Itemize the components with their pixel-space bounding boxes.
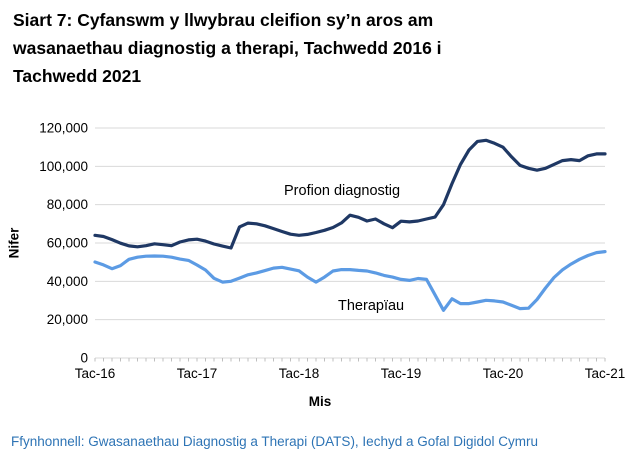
chart-title-line-3: Tachwedd 2021 — [13, 66, 142, 86]
x-tick-label: Tac-17 — [177, 366, 218, 381]
x-tick-label: Tac-18 — [279, 366, 320, 381]
y-tick-label: 120,000 — [39, 121, 88, 136]
x-tick-label: Tac-19 — [381, 366, 422, 381]
series-label-profion-diagnostig: Profion diagnostig — [284, 183, 401, 199]
series-line-1 — [93, 250, 607, 312]
x-tick-label: Tac-16 — [75, 366, 116, 381]
source-note: Ffynhonnell: Gwasanaethau Diagnostig a T… — [11, 434, 539, 449]
x-tick-label: Tac-20 — [483, 366, 524, 381]
chart-title-line-2: wasanaethau diagnostig a therapi, Tachwe… — [13, 38, 442, 58]
chart-title: Siart 7: Cyfanswm y llwybrau cleifion sy… — [13, 6, 442, 90]
series-label-therapiau: Therapïau — [338, 298, 405, 314]
x-axis-title: Mis — [308, 394, 332, 409]
y-tick-label: 40,000 — [47, 274, 88, 289]
series-line-0 — [93, 138, 607, 250]
y-tick-label: 60,000 — [47, 236, 88, 251]
y-tick-label: 80,000 — [47, 197, 88, 212]
chart-title-line-1: Siart 7: Cyfanswm y llwybrau cleifion sy… — [13, 10, 434, 30]
y-axis-title: Nifer — [6, 227, 22, 259]
y-tick-label: 0 — [80, 351, 88, 366]
y-tick-label: 20,000 — [47, 312, 88, 327]
x-tick-label: Tac-21 — [585, 366, 626, 381]
y-tick-label: 100,000 — [39, 159, 88, 174]
